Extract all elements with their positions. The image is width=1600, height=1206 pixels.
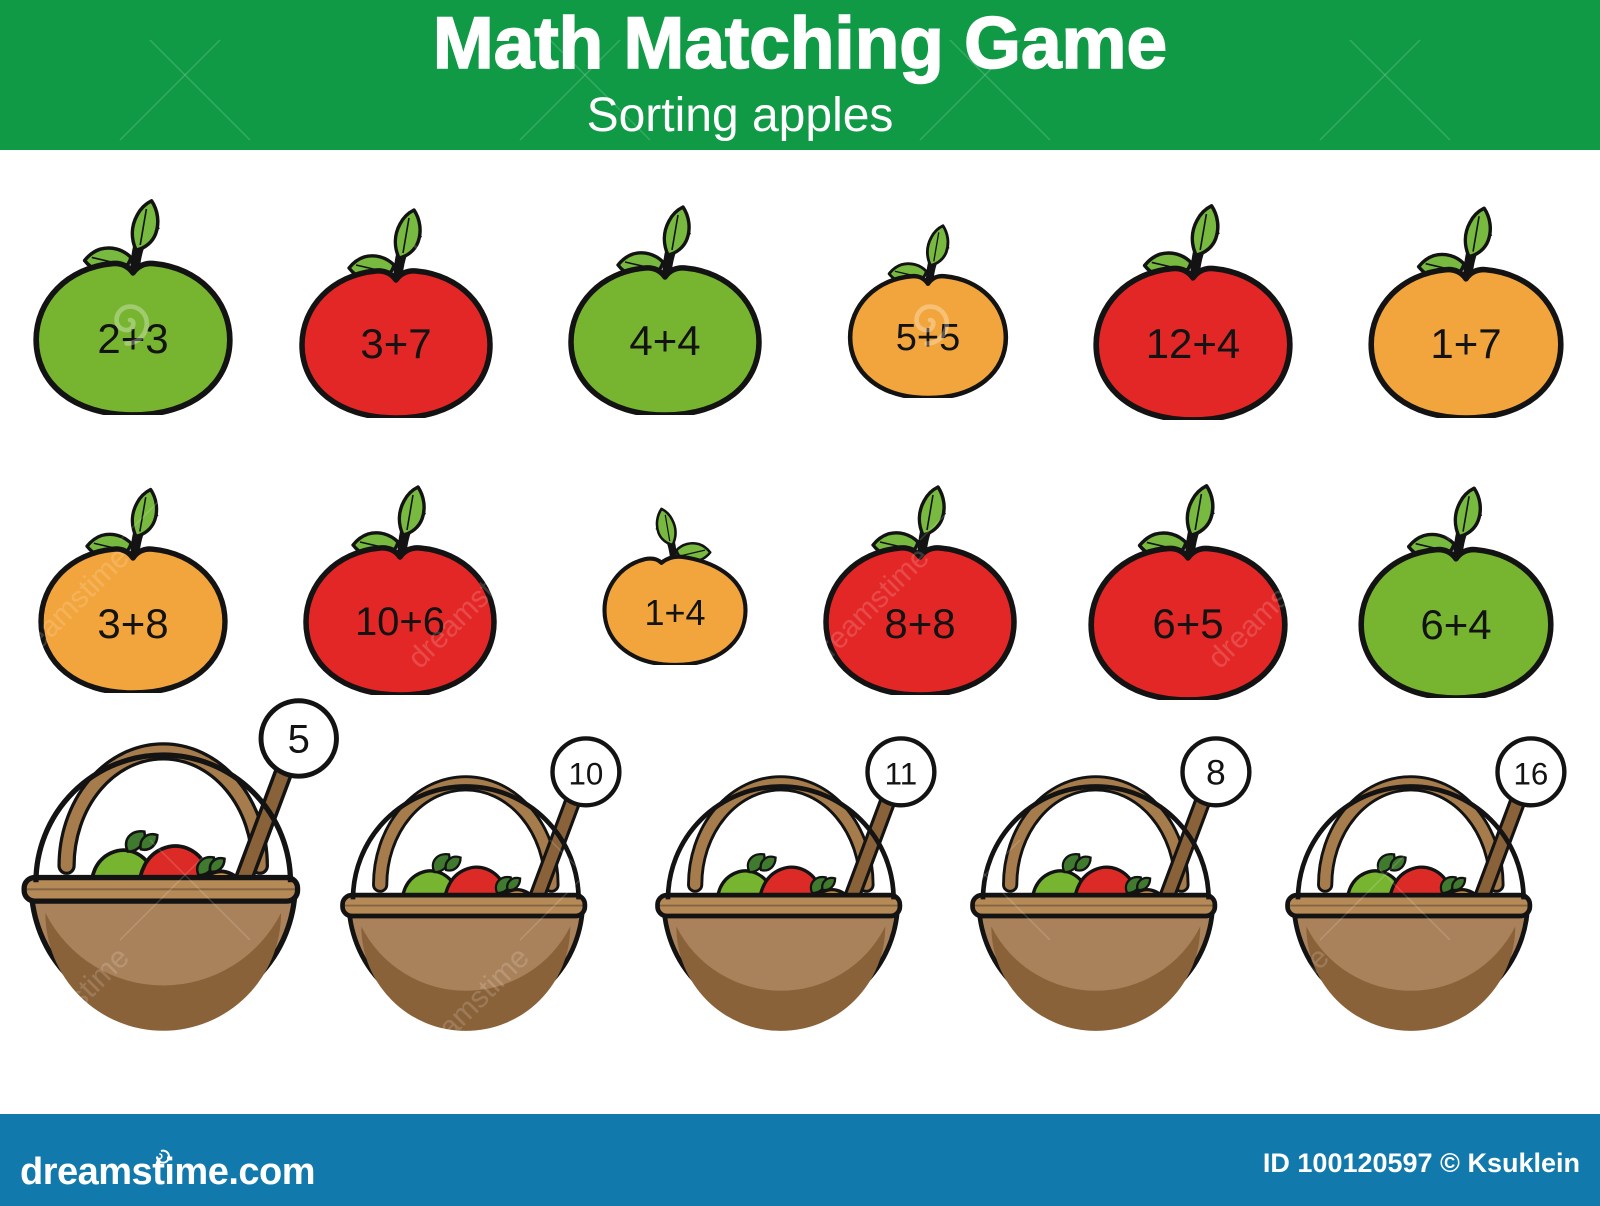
svg-text:8: 8 — [1206, 752, 1226, 792]
svg-text:10: 10 — [568, 756, 603, 791]
svg-text:5: 5 — [288, 718, 310, 762]
svg-text:16: 16 — [1513, 756, 1548, 791]
svg-text:11: 11 — [885, 756, 918, 791]
svg-text:dreamstime.com: dreamstime.com — [20, 1151, 315, 1193]
